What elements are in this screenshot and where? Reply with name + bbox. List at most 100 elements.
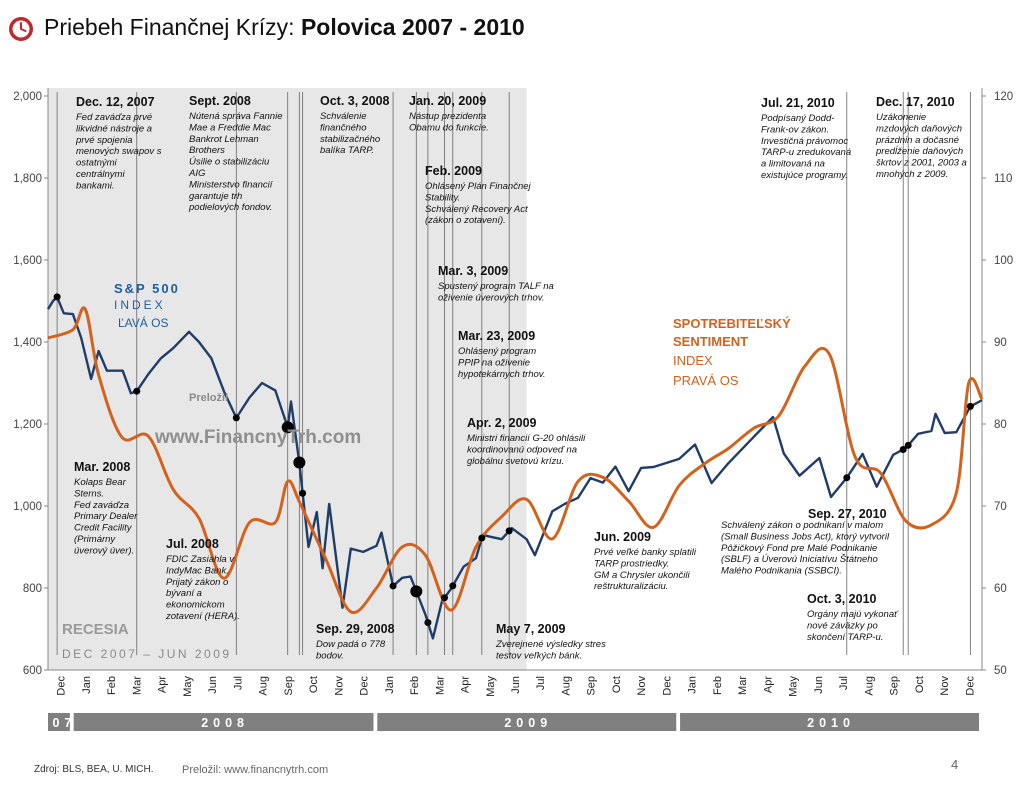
month-tick-label: Feb (712, 676, 724, 695)
sentiment-legend-axis: PRAVÁ OS (673, 373, 739, 388)
month-tick-label: Mar (131, 676, 143, 695)
event-description-line: hypotekárnych trhov. (458, 369, 545, 380)
month-tick-label: Feb (106, 676, 118, 695)
left-tick-label: 1,600 (13, 255, 42, 267)
event-description-line: Ministri financií G-20 ohlásili (467, 433, 586, 444)
axis-layer: 600 800 1,000 1,200 1,400 1,600 1,800 2,000 50 60… (13, 88, 1013, 731)
event-description-line: stabilizačného (320, 134, 380, 145)
sentiment-legend-name-2: SENTIMENT (673, 334, 748, 349)
event-description-line: Prijatý zákon o (166, 577, 228, 588)
event-description-line: TARP-u zredukovaná (761, 147, 851, 158)
event-title: Mar. 2008 (74, 460, 130, 474)
month-tick-label: Dec (56, 676, 68, 696)
event-description-line: TARP prostriedky. (594, 558, 669, 569)
event-description-line: koordinovanú odpoveď na (467, 444, 577, 455)
event-description-line: FDIC Zasiahla v (166, 554, 235, 565)
clock-icon (9, 17, 33, 41)
event-dot (899, 446, 907, 454)
event-description-line: Ministerstvo financií (189, 179, 274, 190)
month-tick-label: Oct (914, 676, 926, 693)
event-title: May 7, 2009 (496, 622, 566, 636)
event-description-line: Fed zaváďza prvé (76, 112, 152, 123)
month-tick-label: May (788, 676, 800, 697)
sentiment-legend-type: INDEX (673, 353, 713, 368)
event-description-line: IndyMac Bank. (166, 565, 229, 576)
event-description-line: a limitovaná na (761, 159, 825, 170)
event-description-line: Schválený Recovery Act (425, 204, 528, 215)
event-dot (478, 534, 486, 542)
month-tick-label: Dec (964, 676, 976, 696)
event-description-line: testov veľkých bánk. (496, 650, 582, 661)
event-description-line: Primary Dealer (74, 511, 138, 522)
sentiment-line (47, 306, 984, 615)
event-description-line: Orgány majú vykonať (807, 609, 899, 620)
year-band-segment (48, 713, 70, 731)
event-dot (293, 456, 306, 469)
event-description-line: Pôžičkový Fond pre Malé Podnikanie (721, 543, 877, 554)
event-description-line: oživenie úverových trhov. (438, 292, 545, 303)
month-tick-label: Nov (636, 676, 648, 696)
event-description-line: Schválenie (320, 111, 366, 122)
title-regular: Priebeh Finančnej Krízy: (44, 14, 301, 40)
month-tick-label: Apr (157, 676, 169, 693)
sp500-line (46, 295, 983, 640)
right-tick-label: 70 (994, 501, 1007, 513)
event-description-line: Bankrot Lehman (189, 134, 259, 145)
event-description-line: nové záväzky po (807, 620, 878, 631)
sp500-legend-axis: ĽAVÁ OS (118, 315, 168, 330)
month-tick-label: Aug (258, 676, 270, 696)
sp500-legend-type: INDEX (114, 298, 166, 312)
event-description-line: mnohých z 2009. (876, 169, 948, 180)
left-tick-label: 2,000 (13, 91, 42, 103)
month-tick-label: Jan (687, 676, 699, 694)
recession-shading (48, 88, 527, 670)
event-description-line: (Primárny (74, 534, 116, 545)
event-description-line: Brothers (189, 145, 225, 156)
event-description-line: Credit Facility (74, 523, 133, 534)
title-bold: Polovica 2007 - 2010 (300, 14, 525, 40)
month-tick-label: Aug (863, 676, 875, 696)
event-description-line: bankami. (76, 180, 115, 191)
year-label: '07 (44, 716, 76, 730)
left-tick-label: 800 (23, 583, 42, 595)
event-dot (505, 527, 513, 535)
month-tick-label: May (485, 676, 497, 697)
left-tick-label: 600 (23, 665, 42, 677)
month-tick-label: Sep (283, 676, 295, 696)
event-description-line: AIG (188, 168, 205, 179)
event-description-line: Malého Podnikania (SSBCI). (721, 566, 842, 577)
event-title: Jan. 20, 2009 (409, 94, 486, 108)
sp500-legend-name: S&P 500 (114, 281, 180, 296)
event-lines (56, 92, 971, 655)
event-description-line: garantuje trh (189, 191, 242, 202)
event-title: Dec. 12, 2007 (76, 95, 155, 109)
event-description-line: Frank-ov zákon. (761, 124, 829, 135)
event-markers (53, 293, 974, 627)
right-tick-label: 80 (994, 419, 1007, 431)
event-description-line: Nútená správa Fannie (189, 111, 282, 122)
month-tick-label: Oct (611, 676, 623, 693)
event-description-line: Dow padá o 778 (316, 639, 386, 650)
event-dot (843, 474, 851, 482)
event-title: Mar. 3, 2009 (438, 264, 508, 278)
event-description-line: globálnu svetovú krízu. (467, 456, 564, 467)
event-description-line: Investičná právomoc (761, 136, 848, 147)
event-dot (424, 619, 432, 627)
event-description-line: Sterns. (74, 488, 104, 499)
event-description-line: PPIP na oživenie (458, 357, 530, 368)
month-tick-label: Aug (560, 676, 572, 696)
event-description-line: mzdových daňových (876, 123, 962, 134)
event-description-line: (SBLF) a Úverovú Iniciatívu Štátneho (721, 554, 878, 565)
event-description-line: podielových fondov. (188, 202, 272, 213)
month-tick-label: Oct (308, 676, 320, 693)
event-title: Oct. 3, 2008 (320, 94, 390, 108)
event-description-line: zotavení (HERA). (165, 611, 240, 622)
event-description-line: centrálnymi (76, 169, 125, 180)
event-description-line: ekonomickom (166, 600, 225, 611)
month-tick-label: Jul (838, 676, 850, 690)
watermark-url: www.FinancnyTrh.com (154, 427, 361, 448)
event-dot (410, 585, 423, 598)
month-tick-label: Jan (81, 676, 93, 694)
month-tick-label: Dec (661, 676, 673, 696)
month-tick-label: May (182, 676, 194, 697)
